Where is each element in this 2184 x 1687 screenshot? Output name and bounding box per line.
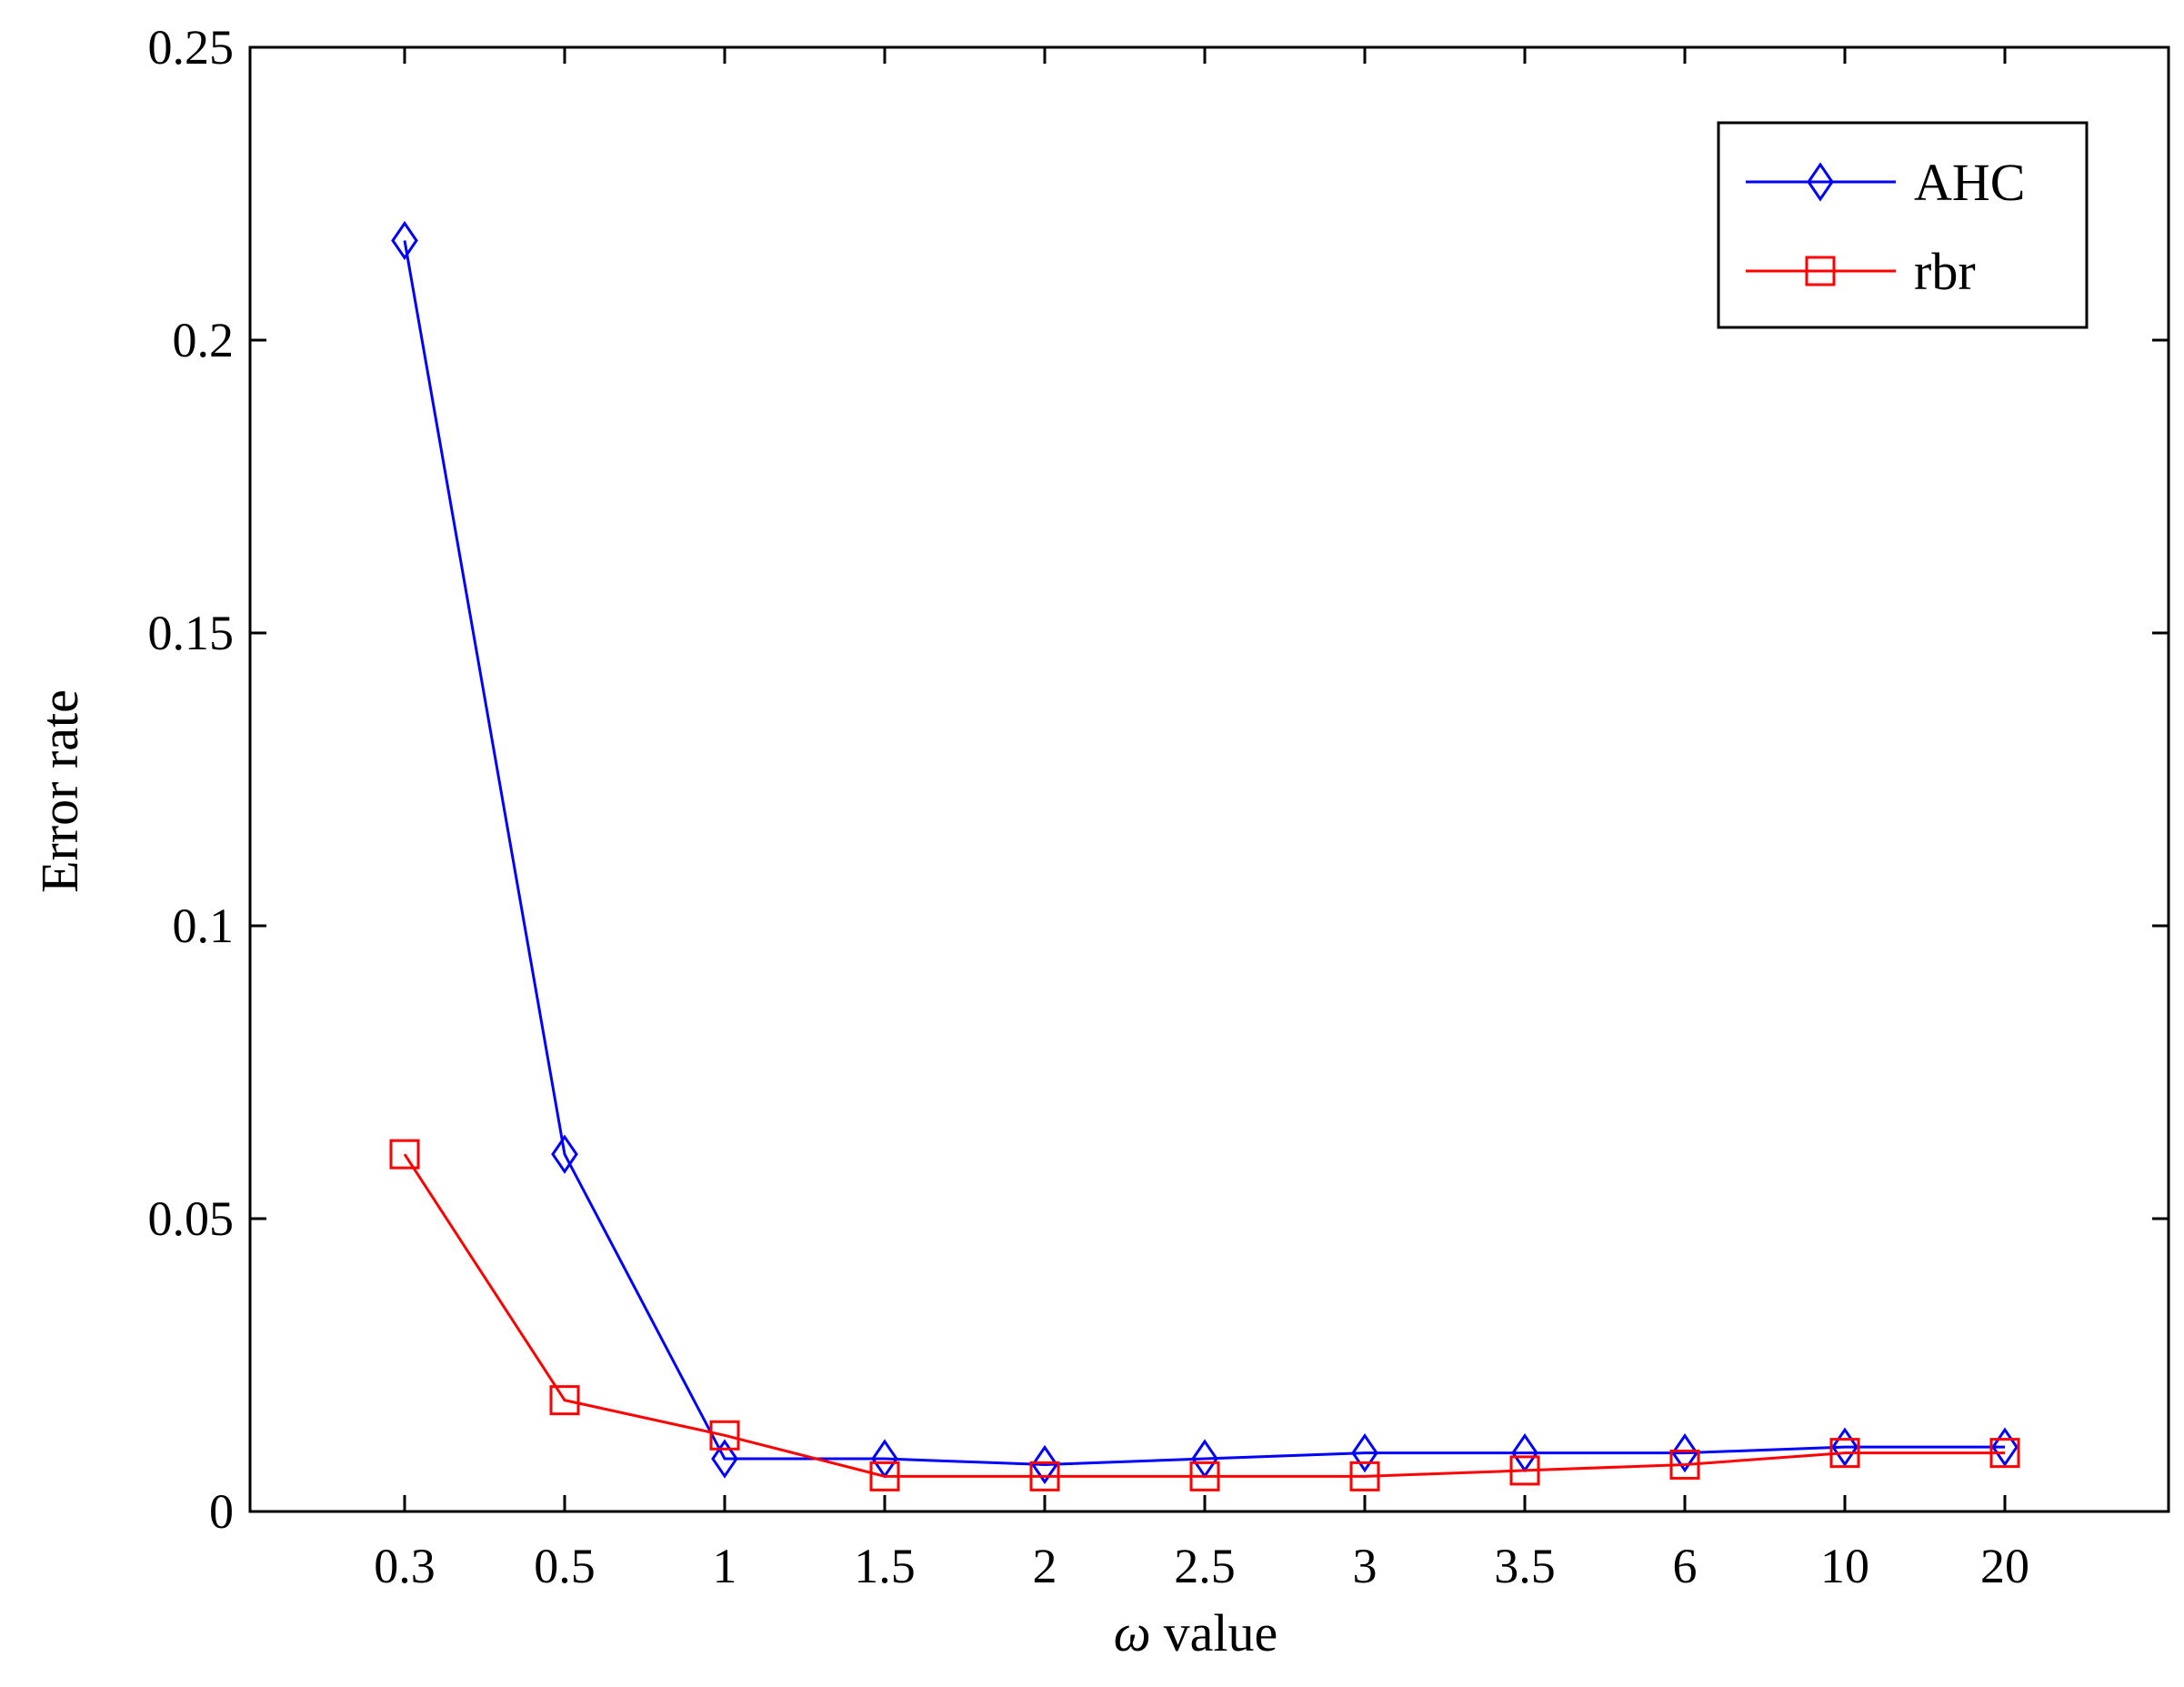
legend-label: AHC — [1914, 153, 2025, 212]
x-tick-label: 0.5 — [534, 1539, 596, 1593]
data-point-rbr — [1509, 1455, 1540, 1486]
x-tick-label: 1 — [713, 1539, 737, 1593]
plot-frame — [248, 45, 2170, 1513]
y-tick-label: 0 — [209, 1484, 234, 1539]
x-tick-label: 1.5 — [854, 1539, 916, 1593]
y-axis-label: Error rate — [30, 689, 89, 893]
legend-item-rbr: rbr — [1746, 242, 1976, 301]
data-point-ahc — [1671, 1432, 1698, 1473]
x-tick-label: 2.5 — [1174, 1539, 1236, 1593]
series-line-rbr — [403, 1153, 2005, 1478]
series-rbr — [389, 1139, 2020, 1491]
legend-item-ahc: AHC — [1746, 153, 2025, 212]
data-point-rbr — [1989, 1438, 2020, 1469]
data-point-ahc — [1031, 1444, 1058, 1485]
x-axis-label-text: value — [1164, 1603, 1278, 1662]
data-point-rbr — [1669, 1449, 1700, 1480]
series-layer — [389, 220, 2020, 1491]
data-point-rbr — [869, 1461, 900, 1491]
y-tick-label: 0.15 — [148, 606, 235, 660]
y-tick-label: 0.25 — [148, 20, 235, 75]
y-tick-label: 0.05 — [148, 1191, 235, 1246]
y-tick-label: 0.1 — [173, 899, 235, 953]
x-tick-label: 3 — [1353, 1539, 1378, 1593]
x-tick-label: 6 — [1673, 1539, 1698, 1593]
y-tick-label: 0.2 — [173, 313, 235, 367]
x-axis-ticks: 0.3 0.5 1 1.5 2 2.5 3 3.5 6 10 20 — [374, 47, 2029, 1593]
legend: AHC rbr — [1717, 121, 2089, 329]
x-axis-label-symbol: ω — [1114, 1603, 1151, 1662]
data-point-rbr — [549, 1385, 580, 1416]
x-axis-label: ω value — [1114, 1603, 1278, 1662]
data-point-rbr — [389, 1139, 420, 1170]
data-point-rbr — [1349, 1461, 1380, 1491]
x-tick-label: 2 — [1033, 1539, 1057, 1593]
x-tick-label: 3.5 — [1494, 1539, 1556, 1593]
y-axis-ticks: 0 0.05 0.1 0.15 0.2 0.25 — [148, 20, 2169, 1539]
series-line-ahc — [403, 240, 2005, 1466]
legend-box — [1717, 121, 2089, 329]
data-point-ahc — [551, 1134, 578, 1174]
data-point-rbr — [1029, 1461, 1060, 1491]
data-point-ahc — [1831, 1427, 1858, 1467]
legend-marker-diamond — [1807, 162, 1834, 202]
data-point-rbr — [1829, 1438, 1860, 1469]
series-ahc — [391, 220, 2019, 1485]
data-point-rbr — [709, 1420, 740, 1451]
data-point-ahc — [711, 1439, 738, 1479]
x-tick-label: 0.3 — [374, 1539, 436, 1593]
data-point-ahc — [391, 220, 418, 261]
plot-area — [248, 45, 2170, 1513]
x-tick-label: 20 — [1980, 1539, 2029, 1593]
data-point-rbr — [1189, 1461, 1220, 1491]
data-point-ahc — [1991, 1427, 2019, 1467]
legend-label: rbr — [1914, 242, 1976, 301]
data-point-ahc — [1351, 1432, 1378, 1473]
legend-marker-square — [1805, 256, 1836, 286]
x-tick-label: 10 — [1820, 1539, 1869, 1593]
